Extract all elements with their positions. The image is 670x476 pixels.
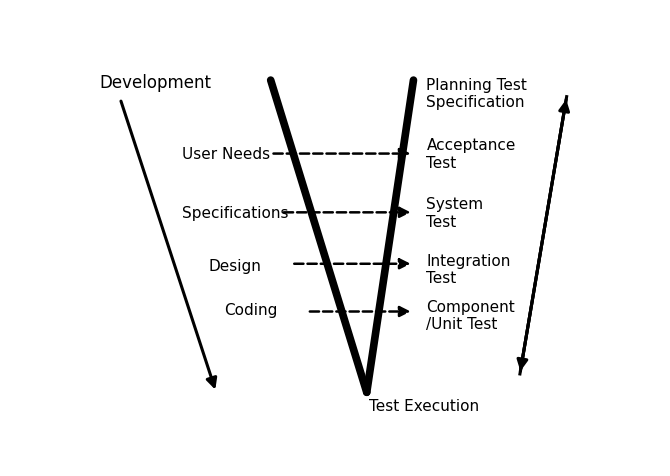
Text: System
Test: System Test	[427, 197, 484, 229]
Text: Development: Development	[99, 74, 211, 92]
Text: User Needs: User Needs	[182, 147, 271, 162]
Text: Design: Design	[208, 258, 261, 274]
Text: Acceptance
Test: Acceptance Test	[427, 138, 516, 170]
Text: Component
/Unit Test: Component /Unit Test	[427, 299, 515, 332]
Text: Test Execution: Test Execution	[369, 398, 480, 413]
Text: Integration
Test: Integration Test	[427, 254, 511, 286]
Text: Coding: Coding	[224, 303, 277, 317]
Text: Planning Test
Specification: Planning Test Specification	[427, 78, 527, 110]
Text: Specifications: Specifications	[182, 206, 289, 220]
